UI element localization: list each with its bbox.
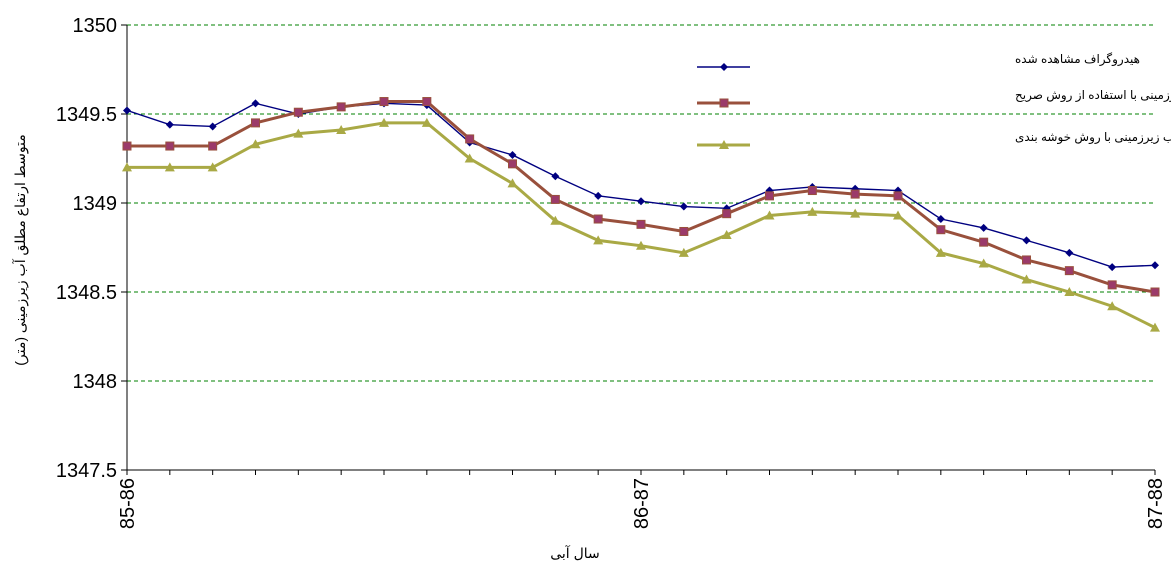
data-point [807, 186, 817, 196]
legend-item: هیدروگراف مشاهده شده [697, 52, 1140, 71]
y-tick-label: 1347.5 [56, 460, 117, 482]
data-point [636, 240, 646, 250]
series-line [127, 100, 1156, 294]
data-point [465, 134, 475, 144]
y-tick-label: 1349.5 [56, 104, 117, 126]
axes: 1347.5 1348 1348.5 1349 1349.5 1350 85-86 86-87… [56, 15, 1167, 529]
data-point [807, 206, 818, 216]
data-point [765, 191, 774, 201]
data-point [637, 197, 645, 206]
data-point [122, 162, 132, 172]
data-point [1107, 280, 1117, 290]
series-triangle [122, 117, 1160, 332]
data-point [1065, 248, 1074, 257]
x-axis-title: سال آبی [550, 545, 600, 561]
data-point [1022, 255, 1031, 265]
data-point [336, 125, 347, 135]
data-point [936, 225, 946, 235]
data-point [207, 162, 218, 172]
data-point [508, 150, 517, 159]
x-tick-label: 85-86 [117, 478, 139, 529]
y-tick-label: 1350 [73, 15, 118, 37]
data-point [1150, 322, 1160, 332]
data-point [1150, 287, 1160, 297]
data-point [936, 215, 945, 224]
data-point [764, 210, 775, 220]
data-point [379, 117, 389, 127]
legend-label: هیدروگراف آب زیرزمینی با استفاده از روش … [1015, 87, 1171, 103]
legend-label: هیدروگراف مشاهده شده [1015, 52, 1140, 67]
y-tick-label: 1349 [73, 193, 118, 215]
data-point [636, 219, 646, 229]
data-point [721, 230, 732, 240]
data-point [1064, 266, 1074, 276]
data-point [1022, 236, 1031, 245]
data-point [379, 97, 389, 107]
data-point [464, 153, 475, 163]
series-lines [122, 97, 1160, 332]
data-point [208, 141, 218, 151]
data-point [208, 122, 217, 131]
data-point [719, 140, 729, 149]
data-point [594, 191, 603, 200]
data-point [165, 141, 175, 151]
data-point [293, 107, 303, 117]
y-axis-title: متوسط ارتفاع مطلق آب زیرزمینی (متر) [12, 134, 29, 366]
data-point [979, 237, 989, 247]
x-tick-label: 87-88 [1145, 478, 1167, 529]
data-point [979, 223, 988, 232]
data-point [550, 215, 561, 225]
data-point [507, 178, 518, 188]
data-point [1107, 301, 1118, 311]
data-point [421, 117, 432, 127]
data-point [336, 102, 346, 112]
data-point [893, 210, 903, 220]
y-tick-label: 1348 [73, 371, 118, 393]
data-point [165, 120, 174, 129]
data-point [1064, 287, 1075, 296]
data-point [850, 189, 860, 199]
legend-item: هیدروگراف آب زیرزمینی با استفاده از روش … [697, 87, 1171, 108]
data-point [1021, 274, 1032, 284]
data-point [123, 106, 131, 115]
series-square [122, 97, 1160, 297]
legend-item: هیدروگراف آب زیرزمینی با روش خوشه بندی [697, 129, 1171, 149]
data-point [593, 214, 603, 224]
data-point [679, 202, 688, 211]
data-point [893, 191, 903, 201]
data-point [593, 235, 604, 245]
y-tick-label: 1348.5 [56, 282, 117, 304]
data-point [722, 209, 732, 219]
data-point [679, 226, 689, 236]
data-point [251, 118, 260, 128]
data-point [508, 159, 517, 169]
data-point [293, 128, 304, 138]
legend-label: هیدروگراف آب زیرزمینی با روش خوشه بندی [1015, 129, 1171, 145]
legend: هیدروگراف مشاهده شده هیدروگراف آب زیرزمین… [697, 52, 1171, 149]
data-point [251, 99, 260, 108]
data-point [550, 194, 560, 204]
data-point [850, 208, 861, 218]
data-point [720, 63, 728, 71]
data-point [1108, 263, 1117, 272]
data-point [978, 258, 989, 268]
data-point [422, 97, 432, 107]
data-point [935, 247, 946, 257]
data-point [719, 98, 729, 108]
data-point [551, 172, 560, 181]
data-point [250, 139, 261, 149]
data-point [678, 247, 689, 257]
data-point [1151, 261, 1159, 270]
data-point [122, 141, 132, 151]
data-point [164, 162, 175, 172]
x-tick-label: 86-87 [631, 478, 653, 529]
